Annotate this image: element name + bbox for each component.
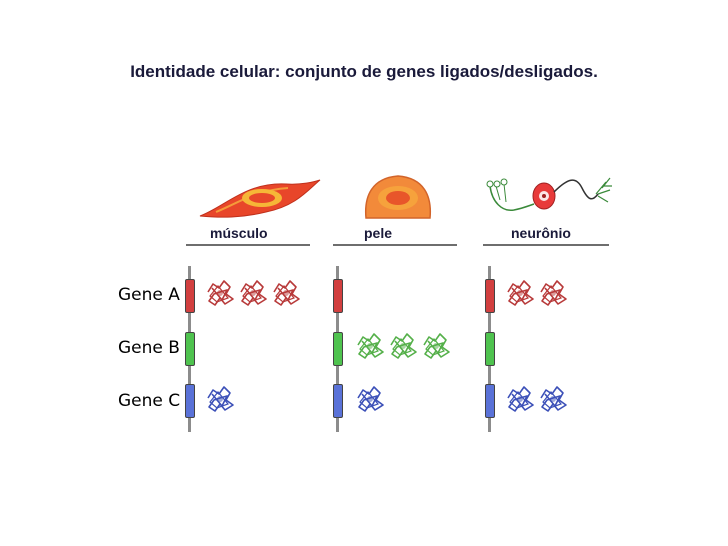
gene-c-box	[485, 384, 495, 418]
gene-a-box	[485, 279, 495, 313]
slide-title: Identidade celular: conjunto de genes li…	[130, 62, 598, 81]
column-divider-neuronio	[483, 244, 609, 246]
gene-a-box	[333, 279, 343, 313]
gene-label-c: Gene C	[118, 391, 181, 411]
column-label-musculo: músculo	[210, 225, 268, 241]
protein-gene-c-icon	[537, 384, 569, 414]
gene-b-box	[185, 332, 195, 366]
protein-gene-c-icon	[354, 384, 386, 414]
protein-gene-b-icon	[387, 331, 419, 361]
gene-b-box	[333, 332, 343, 366]
protein-gene-b-icon	[354, 331, 386, 361]
gene-c-box	[333, 384, 343, 418]
column-label-pele: pele	[364, 225, 393, 241]
protein-gene-a-icon	[537, 278, 569, 308]
protein-gene-c-icon	[504, 384, 536, 414]
protein-gene-a-icon	[270, 278, 302, 308]
neuron-icon	[486, 177, 612, 211]
protein-gene-a-icon	[504, 278, 536, 308]
protein-gene-a-icon	[237, 278, 269, 308]
protein-gene-b-icon	[420, 331, 452, 361]
gene-a-box	[185, 279, 195, 313]
skin-cell-icon	[364, 175, 432, 219]
gene-label-a: Gene A	[118, 285, 180, 305]
gene-c-box	[185, 384, 195, 418]
gene-b-box	[485, 332, 495, 366]
column-divider-musculo	[186, 244, 310, 246]
muscle-cell-icon	[199, 179, 321, 218]
protein-gene-a-icon	[204, 278, 236, 308]
gene-label-b: Gene B	[118, 338, 180, 358]
protein-gene-c-icon	[204, 384, 236, 414]
column-label-neuronio: neurônio	[511, 225, 571, 241]
column-divider-pele	[333, 244, 457, 246]
